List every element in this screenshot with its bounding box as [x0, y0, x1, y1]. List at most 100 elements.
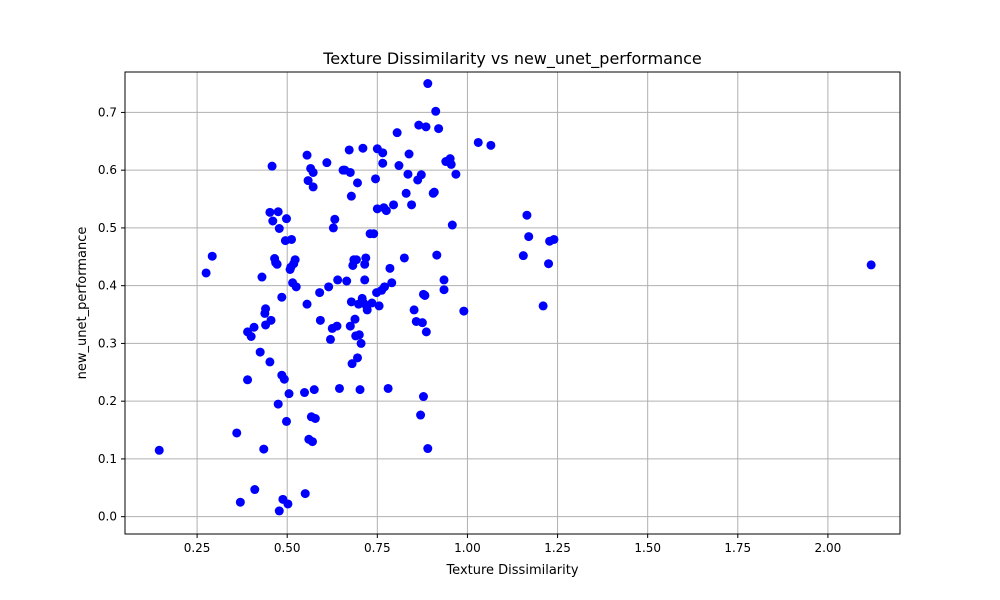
data-point	[274, 224, 284, 234]
data-point	[421, 327, 431, 337]
data-point	[544, 259, 554, 269]
grid-lines	[125, 72, 900, 534]
data-point	[281, 214, 291, 224]
data-point	[354, 330, 364, 340]
x-tick-label: 0.75	[364, 541, 391, 555]
data-point	[346, 191, 356, 201]
data-point	[351, 255, 361, 265]
data-point	[322, 158, 332, 168]
y-tick-label: 0.5	[98, 221, 117, 235]
data-point	[303, 176, 313, 186]
data-point	[274, 506, 284, 516]
y-axis-ticks: 0.0 0.1 0.2 0.3 0.4 0.5 0.6 0.7	[98, 105, 125, 524]
data-point	[266, 315, 276, 325]
data-point	[154, 445, 164, 455]
data-point	[300, 388, 310, 398]
y-axis-label: new_unet_performance	[75, 227, 90, 380]
data-point	[421, 122, 431, 132]
data-point	[371, 174, 381, 184]
data-point	[273, 207, 283, 217]
data-point	[473, 137, 483, 147]
data-point	[246, 331, 256, 341]
data-point	[385, 263, 395, 273]
data-point	[403, 169, 413, 179]
data-point	[404, 149, 414, 159]
data-point	[324, 282, 334, 292]
data-point	[308, 182, 318, 192]
data-point	[290, 255, 300, 265]
data-point	[429, 187, 439, 197]
y-tick-label: 0.1	[98, 452, 117, 466]
y-tick-label: 0.7	[98, 105, 117, 119]
data-point	[409, 305, 419, 315]
data-point	[345, 321, 355, 331]
x-axis-ticks: 0.25 0.50 0.75 1.00 1.25 1.50 1.75 2.00	[184, 534, 841, 555]
data-point	[291, 282, 301, 292]
data-point	[235, 497, 245, 507]
y-tick-label: 0.3	[98, 336, 117, 350]
data-point	[394, 161, 404, 171]
data-point	[420, 290, 430, 300]
data-point	[261, 304, 271, 314]
data-point	[522, 210, 532, 220]
y-tick-label: 0.2	[98, 394, 117, 408]
data-point	[309, 385, 319, 395]
data-point	[255, 347, 265, 357]
data-point	[265, 357, 275, 367]
data-point	[201, 268, 211, 278]
data-point	[414, 120, 424, 130]
data-point	[325, 334, 335, 344]
x-tick-label: 1.75	[724, 541, 751, 555]
data-point	[268, 216, 278, 226]
data-point	[434, 124, 444, 134]
data-point	[459, 306, 469, 316]
data-point	[423, 79, 433, 89]
data-points	[154, 79, 876, 516]
data-point	[367, 298, 377, 308]
data-point	[279, 374, 289, 384]
y-tick-label: 0.0	[98, 510, 117, 524]
data-point	[387, 278, 397, 288]
data-point	[250, 485, 260, 495]
data-point	[416, 170, 426, 180]
x-tick-label: 1.00	[454, 541, 481, 555]
data-point	[334, 383, 344, 393]
data-point	[389, 200, 399, 210]
data-point	[302, 299, 312, 309]
data-point	[447, 220, 457, 230]
data-point	[284, 389, 294, 399]
data-point	[416, 410, 426, 420]
data-point	[380, 282, 390, 292]
data-point	[399, 253, 409, 263]
data-point	[446, 159, 456, 169]
data-point	[374, 301, 384, 311]
data-point	[378, 148, 388, 158]
data-point	[302, 150, 312, 160]
data-point	[243, 375, 253, 385]
data-point	[378, 158, 388, 168]
data-point	[518, 251, 528, 261]
y-tick-label: 0.6	[98, 163, 117, 177]
data-point	[207, 251, 217, 261]
data-point	[310, 414, 320, 423]
data-point	[361, 253, 371, 263]
data-point	[232, 428, 242, 438]
data-point	[407, 200, 417, 210]
data-point	[358, 143, 368, 153]
data-point	[538, 301, 548, 311]
data-point	[439, 275, 449, 285]
data-point	[347, 359, 357, 369]
data-point	[524, 232, 534, 242]
x-axis-label: Texture Dissimilarity	[445, 563, 578, 578]
data-point	[383, 383, 393, 393]
data-point	[356, 338, 366, 348]
data-point	[287, 234, 297, 244]
data-point	[344, 145, 354, 155]
data-point	[265, 207, 275, 217]
data-point	[333, 275, 343, 285]
data-point	[353, 178, 362, 188]
data-point	[431, 106, 441, 116]
